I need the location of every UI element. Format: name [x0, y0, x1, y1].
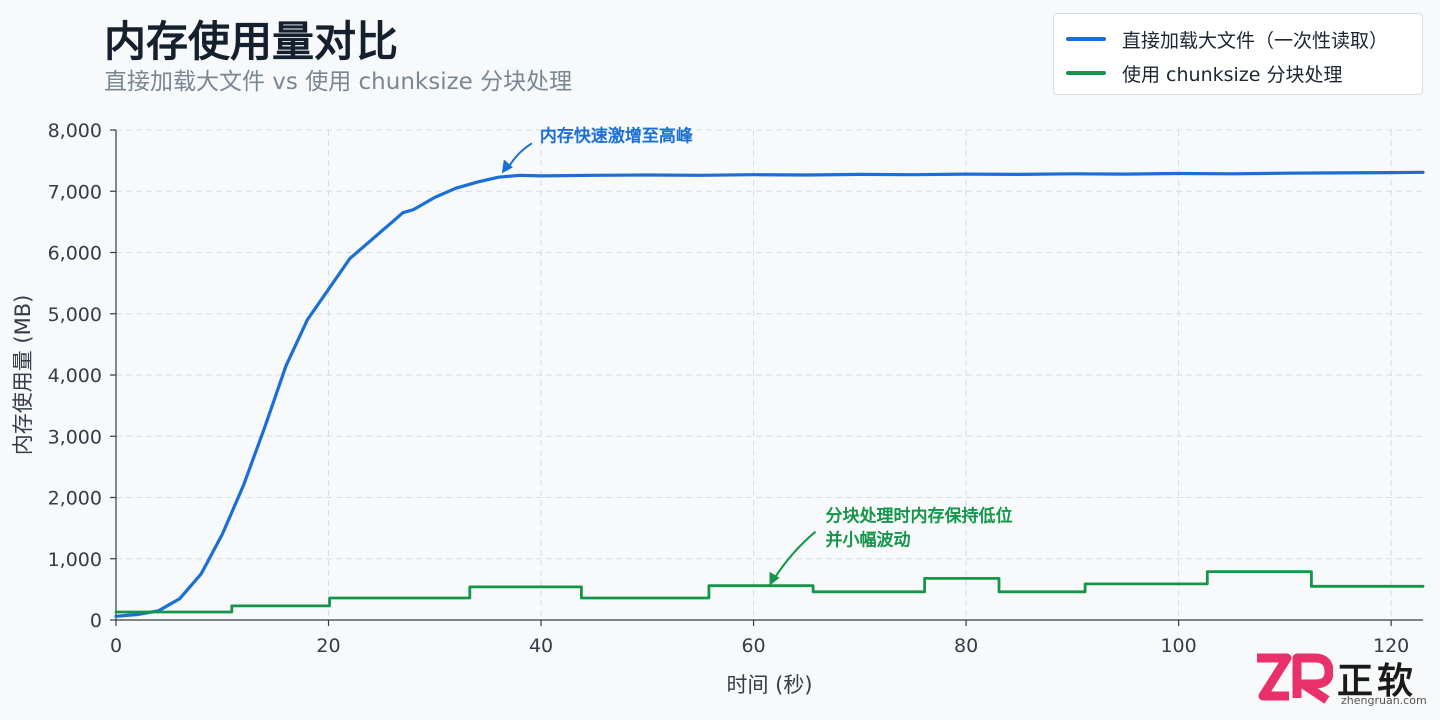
series-layer: [114, 170, 1425, 618]
y-tick-label: 4,000: [48, 365, 102, 387]
x-tick-label: 80: [954, 635, 978, 657]
y-tick-label: 0: [90, 610, 102, 632]
annotation-chunk-text-2: 并小幅波动: [826, 530, 911, 551]
x-tick-label: 120: [1373, 635, 1409, 657]
y-tick-label: 1,000: [48, 549, 102, 571]
legend-item-chunked: 使用 chunksize 分块处理: [1066, 58, 1343, 88]
chart-title: 内存使用量对比: [104, 17, 399, 66]
y-tick-label: 2,000: [48, 488, 102, 510]
annotation-arrowhead-chunk: [769, 571, 780, 586]
legend: 直接加载大文件（一次性读取） 使用 chunksize 分块处理: [1053, 13, 1423, 95]
y-tick-label: 6,000: [48, 243, 102, 265]
legend-label-full-load: 直接加载大文件（一次性读取）: [1122, 29, 1389, 52]
x-tick-label: 40: [529, 635, 553, 657]
grid: [116, 129, 1423, 620]
watermark-logo: 正软 zhengruan.com: [1253, 650, 1433, 710]
legend-item-full-load: 直接加载大文件（一次性读取）: [1066, 24, 1388, 54]
y-tick-label: 8,000: [48, 120, 102, 142]
legend-label-chunked: 使用 chunksize 分块处理: [1122, 63, 1343, 86]
x-tick-label: 60: [741, 635, 765, 657]
y-tick-label: 3,000: [48, 426, 102, 448]
legend-swatch-blue: [1066, 37, 1106, 41]
chart-subtitle: 直接加载大文件 vs 使用 chunksize 分块处理: [104, 69, 573, 95]
annotation-arrowhead-peak: [501, 159, 513, 174]
x-tick-label: 20: [316, 635, 340, 657]
axes: 0 1,000 2,000 3,000 4,000 5,000 6,000 7,000 8,00…: [48, 120, 1423, 657]
watermark-brand: 正软: [1337, 661, 1418, 702]
x-axis-label: 时间 (秒): [726, 673, 812, 697]
series-line-1: [114, 170, 1425, 618]
y-axis-label: 内存使用量 (MB): [11, 295, 35, 456]
annotation-chunk-text-1: 分块处理时内存保持低位: [826, 506, 1013, 527]
zr-logo-icon: [1257, 653, 1334, 704]
x-tick-label: 100: [1160, 635, 1196, 657]
watermark-site: zhengruan.com: [1341, 694, 1427, 707]
x-tick-label: 0: [110, 635, 122, 657]
annotation-arrow-chunk: [772, 530, 817, 581]
legend-swatch-green: [1066, 71, 1106, 75]
series-line-2: [114, 570, 1425, 614]
y-tick-label: 7,000: [48, 181, 102, 203]
y-tick-label: 5,000: [48, 304, 102, 326]
annotation-peak-text: 内存快速激增至高峰: [540, 125, 694, 146]
